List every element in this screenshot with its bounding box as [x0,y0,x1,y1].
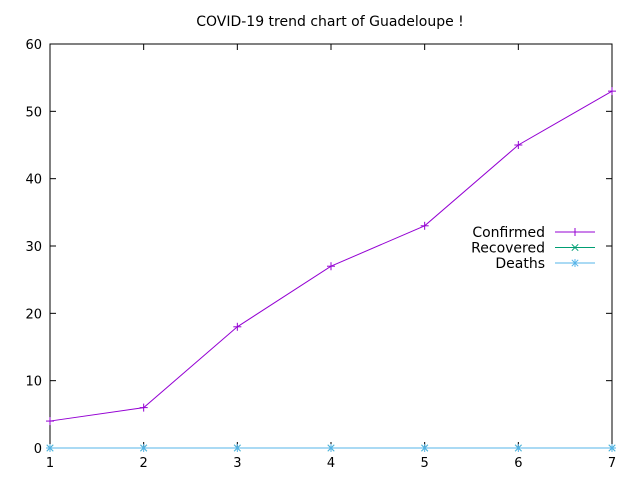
x-tick-label: 6 [514,456,522,471]
data-point-deaths-d2 [608,444,616,452]
data-point-deaths [139,444,148,452]
legend-marker-recovered [571,243,579,252]
data-point-confirmed [420,221,429,230]
legend-label-recovered: Recovered [471,241,545,257]
x-tick-label: 2 [140,456,148,471]
data-point-deaths [46,444,54,452]
data-point-deaths-d2 [46,444,54,452]
data-point-deaths-d2 [233,444,241,452]
x-tick-label: 3 [233,456,241,471]
y-axis: 0 10 20 30 40 50 60 [25,38,612,457]
data-point-deaths [608,444,616,452]
data-point-deaths-d2 [140,444,148,452]
y-tick-label: 40 [25,173,42,188]
data-point-deaths-d2 [327,444,335,452]
chart-title: COVID-19 trend chart of Guadeloupe ! [196,14,464,30]
data-point-deaths-d2 [514,444,522,452]
data-point-deaths [514,444,523,452]
x-tick-label: 1 [46,456,54,471]
y-tick-label: 20 [25,307,42,322]
legend-label-deaths: Deaths [495,256,545,272]
legend-marker-confirmed [571,228,579,236]
y-tick-label: 50 [25,105,42,120]
data-point-confirmed [233,322,242,331]
data-point-deaths [233,444,242,452]
legend-marker-deaths-d2 [571,259,579,267]
x-tick-label: 7 [608,456,616,471]
data-point-confirmed [327,262,335,271]
data-point-deaths [420,444,429,452]
x-tick-label: 5 [421,456,429,471]
data-point-deaths-d2 [421,444,429,452]
data-point-confirmed [139,403,148,412]
x-tick-label: 4 [327,456,335,471]
legend-marker-recovered-d2 [571,243,579,252]
legend-marker-deaths [571,259,579,267]
data-point-confirmed [608,87,616,96]
y-tick-label: 0 [34,442,42,457]
y-tick-label: 10 [25,375,42,390]
legend-label-confirmed: Confirmed [472,225,545,241]
y-tick-label: 30 [25,240,42,255]
y-tick-label: 60 [25,38,42,53]
data-point-deaths [327,444,335,452]
data-point-confirmed [46,417,54,426]
data-point-confirmed [514,141,523,149]
plot-series [46,87,616,452]
